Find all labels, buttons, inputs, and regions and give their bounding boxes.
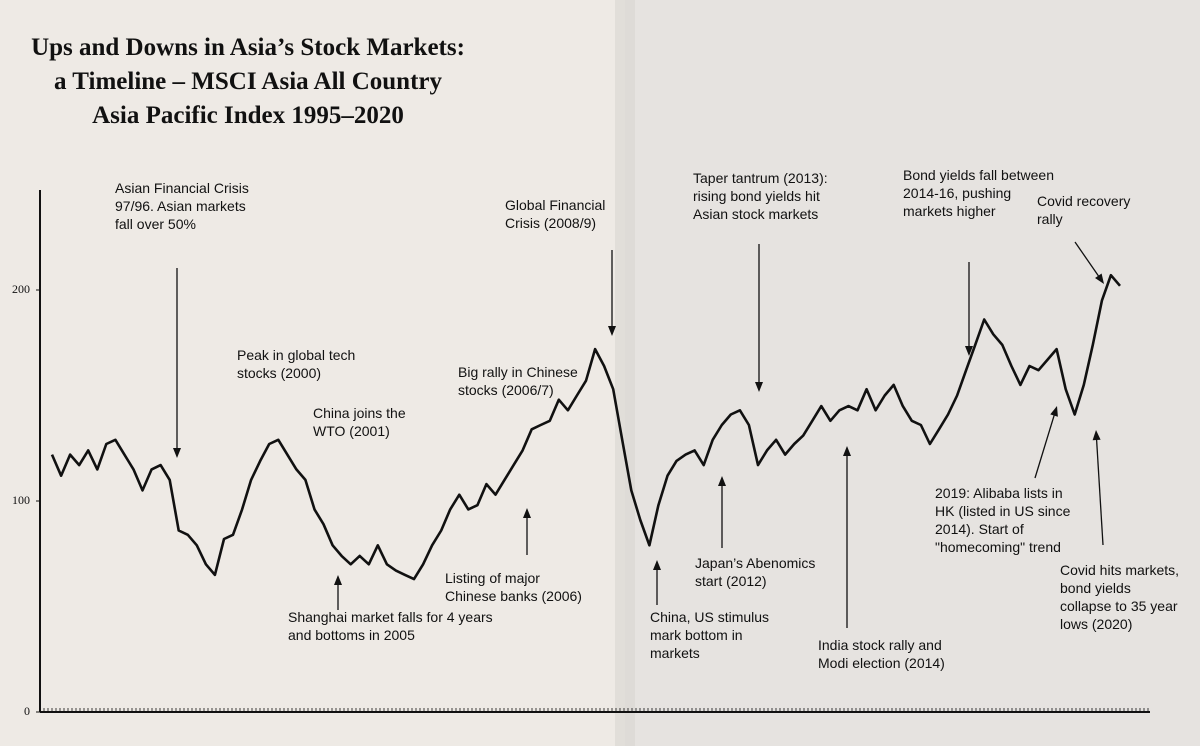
annotation: start (2012) xyxy=(695,573,767,589)
right-page xyxy=(625,0,1200,746)
annotation: 2019: Alibaba lists in xyxy=(935,485,1063,501)
annotation: rally xyxy=(1037,211,1063,227)
annotation: 2014-16, pushing xyxy=(903,185,1011,201)
annotation: mark bottom in xyxy=(650,627,743,643)
annotation: Bond yields fall between xyxy=(903,167,1054,183)
annotation: Taper tantrum (2013): xyxy=(693,170,828,186)
annotation: Peak in global tech xyxy=(237,347,355,363)
annotation: HK (listed in US since xyxy=(935,503,1071,519)
y-tick-label: 0 xyxy=(24,704,30,718)
gutter xyxy=(615,0,635,746)
arrow-head xyxy=(523,508,531,518)
arrow-head xyxy=(1050,406,1058,417)
annotation-arrow xyxy=(1095,437,1104,546)
annotation: Japan’s Abenomics xyxy=(695,555,815,571)
annotation: Big rally in Chinese xyxy=(458,364,578,380)
annotation: Global Financial xyxy=(505,197,605,213)
annotation: stocks (2000) xyxy=(237,365,321,381)
chart-title: a Timeline – MSCI Asia All Country xyxy=(54,68,443,95)
arrow-head xyxy=(843,446,851,456)
annotation: lows (2020) xyxy=(1060,616,1132,632)
annotation: collapse to 35 year xyxy=(1060,598,1178,614)
annotation: WTO (2001) xyxy=(313,423,390,439)
annotation: Asian Financial Crisis xyxy=(115,180,249,196)
annotation: 97/96. Asian markets xyxy=(115,198,246,214)
annotation: rising bond yields hit xyxy=(693,188,820,204)
annotation: Modi election (2014) xyxy=(818,655,945,671)
annotation: Shanghai market falls for 4 years xyxy=(288,609,493,625)
arrow-head xyxy=(1095,273,1104,284)
annotation: fall over 50% xyxy=(115,216,196,232)
annotation: stocks (2006/7) xyxy=(458,382,554,398)
left-page xyxy=(0,0,625,746)
annotation: Asian stock markets xyxy=(693,206,818,222)
arrow-head xyxy=(965,346,973,356)
arrow-head xyxy=(608,326,616,336)
annotation: Chinese banks (2006) xyxy=(445,588,582,604)
chart-title: Ups and Downs in Asia’s Stock Markets: xyxy=(31,34,465,61)
annotation: India stock rally and xyxy=(818,637,942,653)
chart-title: Asia Pacific Index 1995–2020 xyxy=(92,102,404,129)
arrow-head xyxy=(718,476,726,486)
annotation: markets xyxy=(650,645,700,661)
arrow-head xyxy=(653,560,661,570)
arrow-head xyxy=(755,382,763,392)
y-tick-label: 100 xyxy=(12,493,30,507)
arrow-head xyxy=(334,575,342,585)
annotation: and bottoms in 2005 xyxy=(288,627,415,643)
annotation: China joins the xyxy=(313,405,406,421)
annotation: bond yields xyxy=(1060,580,1131,596)
y-tick-label: 200 xyxy=(12,282,30,296)
annotation: Crisis (2008/9) xyxy=(505,215,596,231)
annotation-arrow xyxy=(1074,241,1100,278)
annotation: China, US stimulus xyxy=(650,609,769,625)
annotation: markets higher xyxy=(903,203,996,219)
annotation: Listing of major xyxy=(445,570,540,586)
annotation: 2014). Start of xyxy=(935,521,1024,537)
annotation: Covid hits markets, xyxy=(1060,562,1179,578)
arrow-head xyxy=(1092,430,1101,441)
annotation: "homecoming" trend xyxy=(935,539,1061,555)
annotation: Covid recovery xyxy=(1037,193,1130,209)
arrow-head xyxy=(173,448,181,458)
annotation-arrow xyxy=(1034,413,1056,479)
index-line xyxy=(50,273,1121,581)
